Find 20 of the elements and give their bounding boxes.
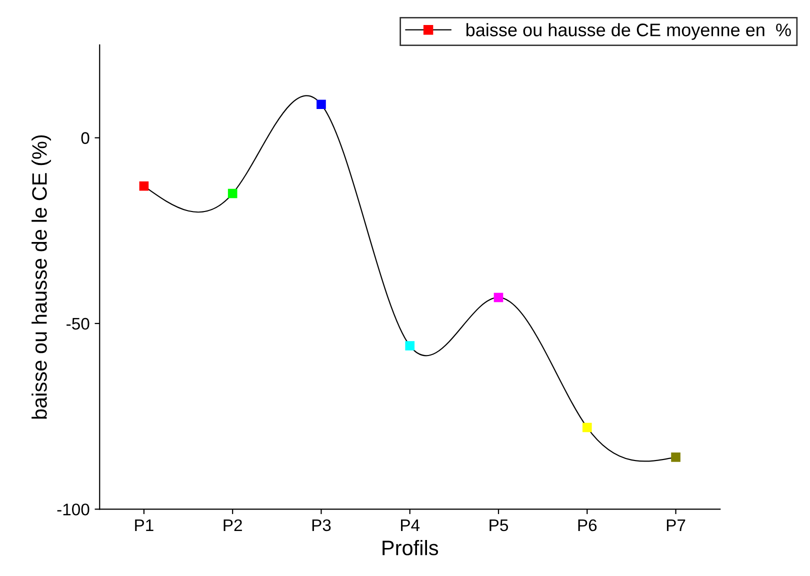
y-axis-title: baisse ou hausse de le CE (%) bbox=[32, 135, 51, 419]
y-tick-label: -50 bbox=[66, 318, 90, 330]
x-tick-label: P6 bbox=[578, 519, 597, 532]
x-tick-label: P3 bbox=[312, 519, 331, 532]
x-tick-label: P2 bbox=[224, 519, 242, 531]
point bbox=[405, 341, 415, 350]
point bbox=[671, 452, 680, 462]
y-tick-label: 0 bbox=[81, 132, 90, 144]
x-tick-label: P7 bbox=[666, 520, 686, 531]
x-tick-label: P1 bbox=[135, 520, 154, 531]
point bbox=[139, 181, 149, 191]
x-tick-label: P5 bbox=[490, 520, 508, 532]
x-axis-title: Profils bbox=[382, 540, 438, 556]
legend-label: baisse ou hausse de CE moyenne en % bbox=[466, 23, 791, 40]
point bbox=[494, 292, 504, 302]
x-tick-label: P4 bbox=[401, 520, 420, 531]
point bbox=[316, 100, 326, 110]
point bbox=[582, 422, 592, 432]
point bbox=[228, 188, 238, 198]
y-tick-label: -100 bbox=[57, 504, 90, 516]
